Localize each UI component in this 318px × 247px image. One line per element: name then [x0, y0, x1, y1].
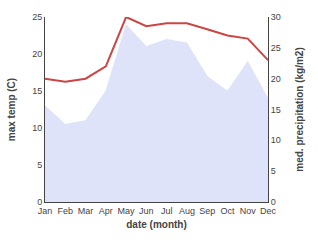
svg-text:May: May — [118, 206, 136, 216]
svg-text:Dec: Dec — [260, 206, 277, 216]
svg-text:10: 10 — [32, 123, 42, 133]
svg-text:5: 5 — [37, 160, 42, 170]
svg-text:30: 30 — [271, 12, 281, 22]
svg-text:0: 0 — [271, 197, 276, 207]
svg-text:Nov: Nov — [240, 206, 257, 216]
svg-text:med. precipitation (kg/m2): med. precipitation (kg/m2) — [294, 47, 305, 171]
svg-text:Apr: Apr — [99, 206, 113, 216]
svg-text:5: 5 — [271, 166, 276, 176]
svg-text:Jan: Jan — [38, 206, 53, 216]
svg-text:Oct: Oct — [220, 206, 235, 216]
svg-text:25: 25 — [32, 12, 42, 22]
svg-text:20: 20 — [32, 49, 42, 59]
svg-text:Sep: Sep — [199, 206, 215, 216]
svg-text:Feb: Feb — [58, 206, 74, 216]
svg-text:15: 15 — [32, 86, 42, 96]
svg-text:Aug: Aug — [179, 206, 195, 216]
svg-text:15: 15 — [271, 105, 281, 115]
svg-text:0: 0 — [37, 197, 42, 207]
svg-text:max temp (C): max temp (C) — [6, 78, 17, 141]
svg-text:20: 20 — [271, 74, 281, 84]
svg-text:25: 25 — [271, 43, 281, 53]
svg-text:Mar: Mar — [78, 206, 94, 216]
svg-text:Jul: Jul — [161, 206, 173, 216]
svg-text:date (month): date (month) — [126, 219, 187, 230]
svg-text:10: 10 — [271, 135, 281, 145]
svg-text:Jun: Jun — [139, 206, 154, 216]
